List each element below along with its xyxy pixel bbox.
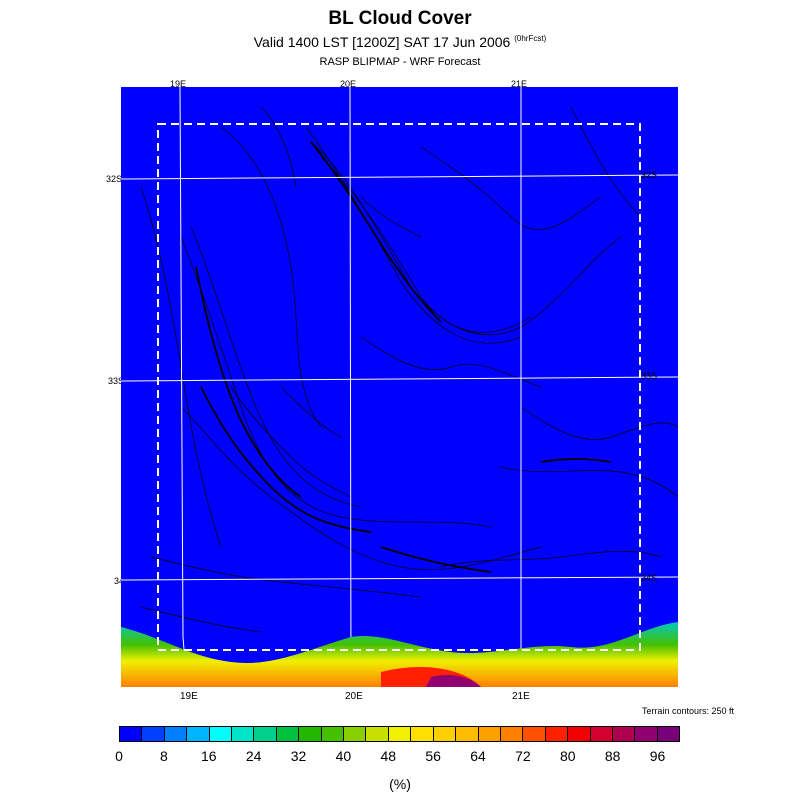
left-lat-label: 33S (108, 376, 125, 386)
color-scale-label: 24 (245, 748, 262, 764)
color-scale-label: 88 (604, 748, 621, 764)
color-scale-cell (500, 727, 524, 741)
color-scale-label: 8 (159, 748, 168, 764)
bottom-lon-label: 19E (180, 691, 198, 702)
color-scale-cell (635, 727, 658, 741)
terrain-contour-note: Terrain contours: 250 ft (641, 706, 734, 716)
right-lat-label: 33S (641, 371, 658, 381)
color-scale-cell (612, 727, 636, 741)
color-scale-label: 72 (515, 748, 531, 764)
valid-time: Valid 1400 LST [1200Z] SAT 17 Jun 2006 (… (0, 34, 800, 50)
color-scale-label: 64 (470, 748, 486, 764)
graticule (121, 87, 678, 687)
color-scale-label: 16 (200, 748, 217, 764)
top-lon-label: 20E (340, 79, 357, 89)
top-lon-label: 21E (511, 79, 528, 89)
color-scale-cell (478, 727, 501, 741)
color-scale-bar (119, 726, 680, 742)
color-scale-cell (276, 727, 300, 741)
valid-time-text: Valid 1400 LST [1200Z] SAT 17 Jun 2006 (253, 34, 511, 50)
top-lon-label: 19E (170, 79, 187, 89)
color-scale-cell (568, 727, 591, 741)
heavy-contours (195, 141, 612, 573)
bottom-lon-label: 21E (512, 691, 530, 702)
color-scale-cell (657, 727, 680, 741)
color-scale-cell (299, 727, 322, 741)
color-scale-cell (164, 727, 188, 741)
cloud-cover-map (121, 87, 678, 687)
color-scale-label: 40 (335, 748, 352, 764)
color-scale-label: 96 (649, 748, 666, 764)
domain-boundary (157, 123, 641, 651)
chart-title: BL Cloud Cover (328, 8, 472, 29)
color-scale-cell (523, 727, 546, 741)
color-scale-label: 32 (290, 748, 307, 764)
color-scale-labels: 0 8 16 24 32 40 48 56 64 72 80 88 96 (115, 748, 680, 766)
color-scale-label: 0 (115, 748, 123, 764)
color-scale-cell (232, 727, 255, 741)
max-cloud-patch (426, 675, 481, 687)
color-scale-cell (545, 727, 569, 741)
right-lat-label: 34S (641, 573, 658, 583)
color-scale-cell (366, 727, 389, 741)
color-scale-cell (456, 727, 479, 741)
units-label: (%) (389, 776, 411, 792)
map-graphics (121, 87, 678, 687)
color-scale-label: 56 (425, 748, 441, 764)
color-scale-cell (344, 727, 367, 741)
color-scale-cell (411, 727, 434, 741)
color-scale-cell (209, 727, 233, 741)
color-scale-cell (388, 727, 412, 741)
color-scale-cell (321, 727, 345, 741)
right-lat-label: 32S (641, 170, 658, 180)
color-scale-cell (590, 727, 613, 741)
left-lat-label: 32S (106, 174, 123, 184)
color-scale-cell (187, 727, 210, 741)
color-scale-label: 48 (380, 748, 397, 764)
color-scale-cell (254, 727, 277, 741)
color-scale-cell (142, 727, 165, 741)
forecast-hour: (0hrFcst) (514, 34, 547, 43)
bottom-lon-label: 20E (345, 691, 363, 702)
color-scale-cell (433, 727, 457, 741)
color-scale-label: 80 (560, 748, 576, 764)
source-line: RASP BLIPMAP - WRF Forecast (319, 56, 481, 68)
color-scale-cell (120, 727, 143, 741)
coastal-cloud-band (121, 622, 678, 687)
